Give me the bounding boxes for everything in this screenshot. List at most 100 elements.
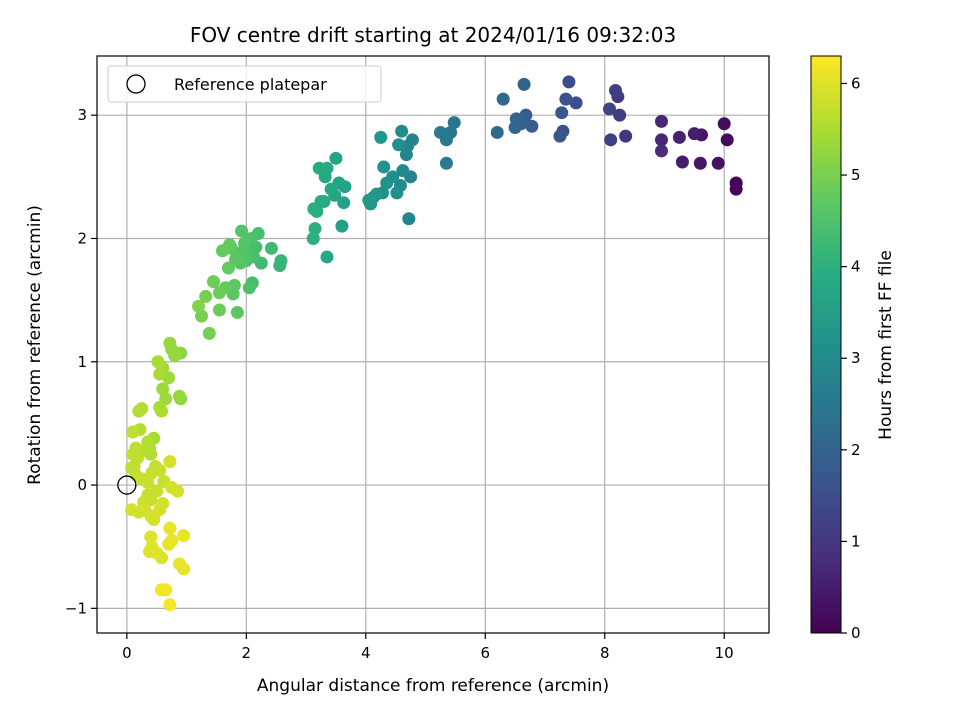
data-point bbox=[496, 92, 510, 106]
x-tick-label: 8 bbox=[600, 644, 610, 662]
data-point bbox=[559, 92, 573, 106]
data-point bbox=[156, 497, 170, 511]
x-tick-label: 10 bbox=[715, 644, 734, 662]
data-point bbox=[711, 156, 725, 170]
data-point bbox=[320, 250, 334, 264]
data-point bbox=[156, 382, 170, 396]
data-point bbox=[490, 125, 504, 139]
data-point bbox=[159, 583, 173, 597]
y-tick-label: 0 bbox=[77, 476, 87, 494]
x-tick-label: 6 bbox=[480, 644, 490, 662]
data-point bbox=[308, 222, 322, 236]
data-point bbox=[199, 289, 213, 303]
legend-marker-reference bbox=[126, 74, 146, 94]
colorbar-tick-label: 0 bbox=[851, 624, 861, 642]
legend-label-reference: Reference platepar bbox=[174, 75, 327, 94]
data-point bbox=[433, 125, 447, 139]
data-point bbox=[672, 130, 686, 144]
chart-title: FOV centre drift starting at 2024/01/16 … bbox=[190, 23, 676, 47]
x-tick-label: 2 bbox=[242, 644, 252, 662]
data-point bbox=[654, 133, 668, 147]
data-point bbox=[273, 259, 287, 273]
data-point bbox=[555, 106, 569, 120]
y-tick-label: 3 bbox=[77, 106, 87, 124]
data-point bbox=[151, 355, 165, 369]
data-point bbox=[604, 133, 618, 147]
data-point bbox=[603, 102, 617, 116]
data-point bbox=[439, 156, 453, 170]
colorbar-label: Hours from first FF file bbox=[876, 250, 896, 440]
data-point bbox=[147, 513, 161, 527]
x-tick-label: 4 bbox=[361, 644, 371, 662]
colorbar-tick-label: 6 bbox=[851, 74, 861, 92]
data-point bbox=[264, 241, 278, 255]
data-point bbox=[693, 156, 707, 170]
colorbar-gradient bbox=[810, 55, 842, 634]
data-point bbox=[374, 130, 388, 144]
data-point bbox=[153, 400, 167, 414]
data-point bbox=[242, 281, 256, 295]
data-point bbox=[687, 127, 701, 141]
grid bbox=[97, 56, 769, 633]
data-point bbox=[654, 114, 668, 128]
data-point bbox=[177, 529, 191, 543]
y-tick-label: 2 bbox=[77, 229, 87, 247]
data-point bbox=[654, 144, 668, 158]
colorbar-tick-label: 1 bbox=[851, 532, 861, 550]
colorbar-tick-label: 5 bbox=[851, 166, 861, 184]
data-point bbox=[307, 202, 321, 216]
data-point bbox=[335, 219, 349, 233]
data-point bbox=[126, 425, 140, 439]
data-point bbox=[329, 151, 343, 165]
data-point bbox=[195, 309, 209, 323]
data-point bbox=[729, 182, 743, 196]
data-point bbox=[171, 484, 185, 498]
data-point bbox=[172, 389, 186, 403]
data-point bbox=[132, 404, 146, 418]
data-point bbox=[141, 476, 155, 490]
x-tick-label: 0 bbox=[122, 644, 132, 662]
y-tick-label: 1 bbox=[77, 353, 87, 371]
data-point bbox=[163, 455, 177, 469]
legend-box bbox=[107, 65, 382, 103]
x-axis-label: Angular distance from reference (arcmin) bbox=[257, 676, 609, 696]
data-point bbox=[206, 275, 220, 289]
data-point bbox=[132, 505, 146, 519]
reference-platepar-marker bbox=[117, 475, 137, 495]
plot-frame bbox=[96, 55, 770, 634]
y-tick-label: −1 bbox=[65, 599, 87, 617]
data-point bbox=[508, 121, 522, 135]
data-point bbox=[177, 562, 191, 576]
data-point bbox=[402, 212, 416, 226]
x-axis-ticks: 0 2 4 6 8 10 bbox=[122, 633, 734, 662]
data-point bbox=[392, 138, 406, 152]
data-point bbox=[221, 261, 235, 275]
data-point bbox=[395, 124, 409, 138]
data-point bbox=[238, 236, 252, 250]
data-point bbox=[229, 252, 243, 266]
colorbar-tick-label: 4 bbox=[851, 258, 861, 276]
data-point bbox=[396, 164, 410, 178]
data-point bbox=[306, 231, 320, 245]
data-point bbox=[717, 117, 731, 131]
data-point bbox=[153, 367, 167, 381]
data-point bbox=[619, 129, 633, 143]
data-point bbox=[312, 161, 326, 175]
data-point bbox=[553, 129, 567, 143]
data-point bbox=[399, 148, 413, 162]
data-point bbox=[447, 116, 461, 130]
data-point bbox=[390, 186, 404, 200]
colorbar-ticks: 0 1 2 3 4 5 6 bbox=[841, 74, 861, 642]
data-point bbox=[212, 303, 226, 317]
data-point bbox=[362, 193, 376, 207]
data-points bbox=[117, 75, 743, 612]
data-point bbox=[613, 108, 627, 122]
data-point bbox=[163, 521, 177, 535]
data-point bbox=[324, 182, 338, 196]
data-point bbox=[163, 598, 177, 612]
data-point bbox=[202, 326, 216, 340]
data-point bbox=[525, 119, 539, 133]
data-point bbox=[155, 551, 169, 565]
data-point bbox=[380, 176, 394, 190]
